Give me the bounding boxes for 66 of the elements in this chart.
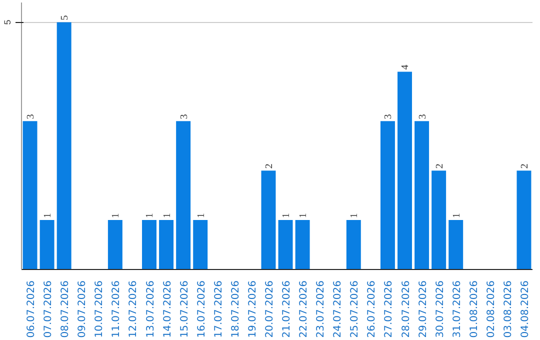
bar xyxy=(448,220,464,270)
x-tick-label: 25.07.2026 xyxy=(350,280,361,338)
data-label: 1 xyxy=(196,213,207,218)
x-tick-label: 26.07.2026 xyxy=(366,280,378,338)
x-tick-label: 09.07.2026 xyxy=(77,280,88,338)
bar xyxy=(380,121,395,270)
x-tick-label: 14.07.2026 xyxy=(162,280,174,338)
bar xyxy=(22,121,38,270)
bar xyxy=(108,220,122,270)
x-tick-label: 21.07.2026 xyxy=(282,280,293,338)
bar xyxy=(278,220,293,270)
x-tick-label: 03.08.2026 xyxy=(502,280,514,338)
bar xyxy=(159,220,174,270)
x-tick-label: 07.07.2026 xyxy=(43,280,54,338)
bar xyxy=(346,220,361,270)
data-label: 3 xyxy=(26,114,37,120)
bar xyxy=(432,170,446,270)
x-tick-label: 31.07.2026 xyxy=(452,280,463,338)
x-tick-label: 01.08.2026 xyxy=(468,280,480,338)
data-label: 1 xyxy=(451,213,462,218)
data-label: 1 xyxy=(144,213,156,218)
bar xyxy=(398,72,412,270)
x-tick-label: 04.08.2026 xyxy=(520,280,531,338)
x-tick-label: 02.08.2026 xyxy=(486,280,497,338)
x-tick-label: 22.07.2026 xyxy=(298,280,310,338)
data-label: 1 xyxy=(162,213,173,218)
bar xyxy=(516,170,532,270)
x-tick-label: 08.07.2026 xyxy=(60,280,72,338)
x-tick-label: 24.07.2026 xyxy=(332,280,344,338)
data-label: 3 xyxy=(178,114,190,120)
bar xyxy=(40,220,54,270)
data-label: 1 xyxy=(42,213,54,218)
bar xyxy=(193,220,208,270)
x-tick-label: 20.07.2026 xyxy=(264,280,276,338)
data-label: 1 xyxy=(281,213,292,218)
x-tick-label: 10.07.2026 xyxy=(94,280,106,338)
x-tick-label: 29.07.2026 xyxy=(418,280,429,338)
x-tick-label: 27.07.2026 xyxy=(384,280,395,338)
data-label: 1 xyxy=(298,213,310,218)
bar xyxy=(414,121,430,270)
data-label: 2 xyxy=(264,164,275,169)
data-label: 3 xyxy=(383,114,394,120)
x-tick-label: 19.07.2026 xyxy=(247,280,258,338)
bar xyxy=(295,220,310,270)
x-tick-label: 30.07.2026 xyxy=(434,280,446,338)
bar xyxy=(261,170,276,270)
x-tick-label: 23.07.2026 xyxy=(316,280,327,338)
x-tick-label: 18.07.2026 xyxy=(230,280,242,338)
data-label: 4 xyxy=(400,64,412,70)
data-label: 1 xyxy=(349,213,360,218)
bar xyxy=(176,121,191,270)
x-tick-label: 15.07.2026 xyxy=(179,280,190,338)
data-label: 2 xyxy=(519,164,530,169)
x-tick-label: 11.07.2026 xyxy=(111,280,122,338)
data-label: 1 xyxy=(110,213,122,218)
bar xyxy=(142,220,156,270)
x-tick-label: 17.07.2026 xyxy=(213,280,224,338)
x-tick-label: 06.07.2026 xyxy=(26,280,38,338)
x-tick-label: 28.07.2026 xyxy=(400,280,412,338)
x-tick-label: 12.07.2026 xyxy=(128,280,140,338)
x-tick-label: 13.07.2026 xyxy=(145,280,156,338)
data-label: 5 xyxy=(60,15,71,20)
x-tick-label: 16.07.2026 xyxy=(196,280,208,338)
data-label: 2 xyxy=(434,164,446,169)
bar xyxy=(56,22,72,270)
data-label: 3 xyxy=(417,114,428,120)
